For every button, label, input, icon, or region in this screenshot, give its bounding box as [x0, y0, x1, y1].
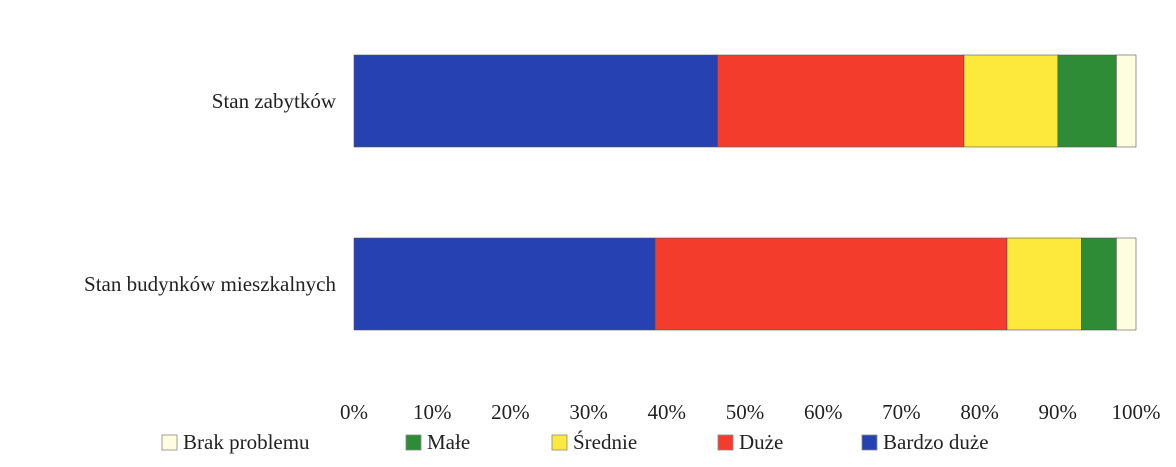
legend-swatch-bardzo-duze: [861, 434, 878, 451]
x-axis: 0% 10% 20% 30% 40% 50% 60% 70% 80% 90% 100%: [340, 400, 1161, 424]
bar-segment-srednie-2: [1006, 237, 1082, 331]
bar-segment-duze-1: [717, 54, 965, 148]
legend-label-male: Małe: [427, 430, 470, 454]
x-tick-label: 100%: [1112, 400, 1161, 424]
legend-label-srednie: Średnie: [573, 430, 637, 454]
bar-segment-bardzo-duze-2: [353, 237, 656, 331]
x-tick-label: 30%: [569, 400, 608, 424]
bar-segment-srednie-1: [963, 54, 1059, 148]
x-tick-label: 80%: [960, 400, 999, 424]
bar-segment-brak-problemu-2: [1116, 237, 1137, 331]
x-tick-label: 90%: [1039, 400, 1078, 424]
legend-label-duze: Duże: [739, 430, 783, 454]
legend-swatch-brak-problemu: [161, 434, 178, 451]
x-tick-label: 40%: [648, 400, 687, 424]
legend-label-brak-problemu: Brak problemu: [183, 430, 310, 454]
category-label: Stan budynków mieszkalnych: [84, 272, 336, 296]
legend-swatch-duze: [717, 434, 734, 451]
legend-swatch-male: [405, 434, 422, 451]
legend: Brak problemu Małe Średnie Duże Bardzo duże: [161, 430, 989, 454]
legend-swatch-srednie: [551, 434, 568, 451]
x-tick-label: 20%: [491, 400, 530, 424]
x-tick-label: 70%: [882, 400, 921, 424]
bar-segment-male-2: [1081, 237, 1117, 331]
x-tick-label: 60%: [804, 400, 843, 424]
bars-layer: [353, 54, 1137, 331]
x-tick-label: 10%: [413, 400, 452, 424]
bar-segment-duze-2: [654, 237, 1008, 331]
x-tick-label: 50%: [726, 400, 765, 424]
bar-segment-male-1: [1057, 54, 1117, 148]
bar-segment-bardzo-duze-1: [353, 54, 718, 148]
bar-segment-brak-problemu-1: [1116, 54, 1137, 148]
category-labels: Stan zabytków Stan budynków mieszkalnych: [84, 89, 337, 296]
x-tick-label: 0%: [340, 400, 368, 424]
category-label: Stan zabytków: [212, 89, 337, 113]
legend-label-bardzo-duze: Bardzo duże: [883, 430, 989, 454]
